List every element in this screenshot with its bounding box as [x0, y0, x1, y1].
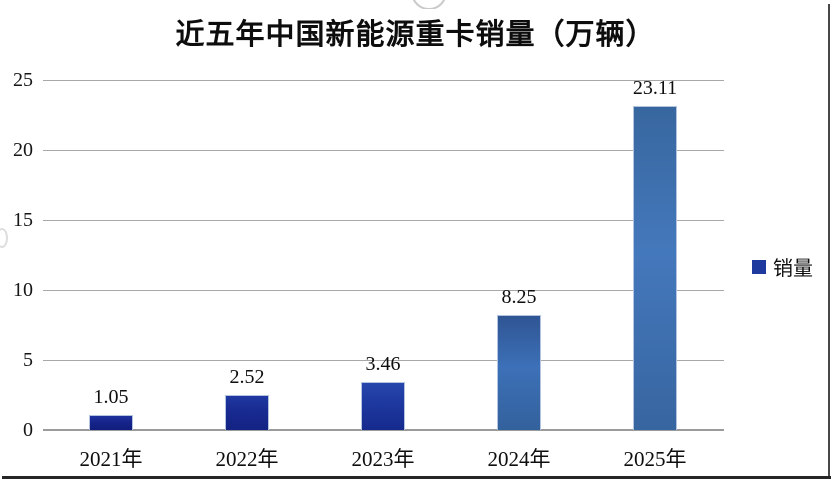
x-tick-label-2021年: 2021年 — [79, 447, 143, 471]
value-label-2021年: 1.05 — [93, 386, 129, 409]
x-tick-label-2022年: 2022年 — [215, 447, 279, 471]
category-2023年: 3.46 — [315, 80, 451, 430]
x-tick-label-2023年: 2023年 — [351, 447, 415, 471]
plot-area: 1.05 2.52 3.46 8.25 23.11 — [43, 77, 724, 431]
gridline-15 — [43, 220, 724, 221]
value-label-2023年: 3.46 — [365, 352, 401, 375]
value-label-2024年: 8.25 — [501, 285, 537, 308]
bar-2021年[interactable] — [89, 415, 133, 430]
x-tick-label-2024年: 2024年 — [487, 447, 551, 471]
left-selection-handle-icon — [0, 228, 8, 248]
category-2024年: 8.25 — [451, 80, 587, 430]
value-label-2025年: 23.11 — [632, 77, 678, 100]
cropped-selection-handle — [408, 0, 448, 9]
gridline-0 — [43, 429, 724, 431]
gridline-5 — [43, 360, 724, 361]
gridline-20 — [43, 150, 724, 151]
chart-title: 近五年中国新能源重卡销量（万辆） — [175, 19, 656, 51]
y-tick-label-10: 10 — [13, 279, 33, 301]
image-bottom-border — [2, 476, 831, 479]
bar-2024年[interactable] — [497, 314, 541, 430]
legend-swatch-icon — [752, 259, 766, 274]
bar-2023年[interactable] — [361, 381, 405, 430]
y-tick-label-25: 25 — [13, 69, 33, 91]
x-tick-label-2025年: 2025年 — [623, 447, 687, 471]
y-tick-label-0: 0 — [23, 419, 33, 441]
y-tick-label-15: 15 — [13, 209, 33, 231]
gridline-10 — [43, 290, 724, 291]
legend: 销量 — [752, 252, 813, 281]
legend-label: 销量 — [773, 258, 813, 280]
y-tick-label-5: 5 — [23, 349, 33, 371]
bar-2022年[interactable] — [225, 394, 269, 430]
image-right-border — [828, 4, 830, 479]
gridline-25 — [43, 80, 724, 81]
value-label-2022年: 2.52 — [229, 365, 265, 388]
category-2021年: 1.05 — [43, 80, 179, 430]
bar-2025年[interactable] — [633, 106, 677, 430]
category-2025年: 23.11 — [587, 77, 723, 430]
category-2022年: 2.52 — [179, 80, 315, 430]
y-tick-label-20: 20 — [13, 139, 33, 161]
selection-handle-icon — [411, 0, 447, 9]
